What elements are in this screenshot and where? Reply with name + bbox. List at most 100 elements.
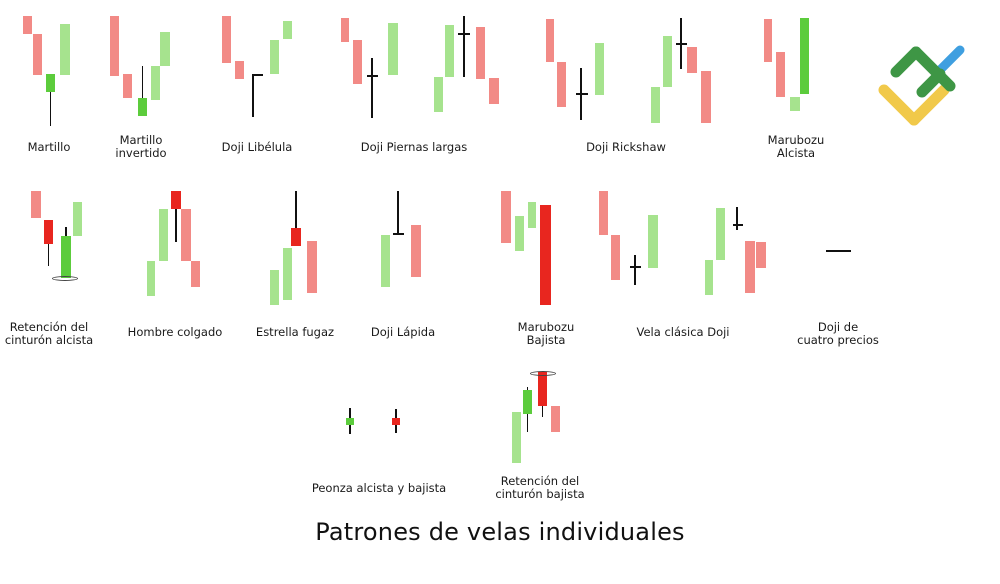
candle-body-bear-light: [235, 61, 244, 79]
candle-body-bear-light: [411, 225, 421, 277]
pattern-label: Retención del: [500, 474, 580, 488]
candle-body-bull-light: [151, 66, 160, 100]
page-title: Patrones de velas individuales: [315, 518, 685, 546]
candle-body-bull-light: [595, 43, 604, 95]
candle-body-bear-light: [611, 235, 620, 280]
doji-body-line: [393, 233, 404, 235]
candle-body-bull-light: [73, 202, 82, 236]
candle-wick: [736, 207, 738, 230]
candle-body-bear-light: [33, 34, 42, 75]
pattern-label: Doji de: [817, 320, 859, 334]
candle-body-bear-light: [23, 16, 32, 34]
candle-body-bull-strong: [61, 236, 71, 278]
doji-body-line: [826, 250, 851, 252]
pattern-label: Martillo: [27, 140, 71, 154]
pattern-label: cinturón bajista: [495, 487, 585, 501]
candle-body-bear-light: [501, 191, 511, 243]
highlight-ellipse: [530, 371, 556, 376]
pattern-label: Hombre colgado: [127, 325, 223, 339]
candle-body-bull-light: [283, 248, 292, 300]
candle-body-bull-strong: [138, 98, 147, 116]
candle-body-bull-light: [445, 25, 454, 77]
pattern-label: Retención del: [9, 320, 89, 334]
pattern-label: Doji Libélula: [221, 140, 293, 154]
candle-body-bear-light: [701, 71, 711, 123]
pattern-label: Vela clásica Doji: [636, 325, 730, 339]
pattern-label: Martillo: [119, 133, 163, 147]
candle-body-bear-light: [557, 62, 566, 107]
candle-body-bear-light: [191, 261, 200, 287]
candle-body-bull-light: [381, 235, 390, 287]
candle-body-bull-light: [147, 261, 155, 296]
candle-body-bear-light: [31, 191, 41, 218]
candle-body-bear-light: [123, 74, 132, 98]
candle-body-bear-strong: [291, 228, 301, 246]
candle-body-bull-light: [388, 23, 398, 75]
candle-body-bear-strong: [538, 372, 547, 406]
logo-yellow-right: [908, 84, 950, 126]
candle-body-bull-light: [60, 24, 70, 75]
candle-body-bull-light: [270, 270, 279, 305]
candle-body-bull-light: [283, 21, 292, 39]
candle-body-bear-light: [353, 40, 362, 84]
logo-green-c: [916, 68, 946, 98]
candle-body-bear-light: [476, 27, 485, 79]
candle-body-bull-light: [790, 97, 800, 111]
doji-body-line: [252, 74, 263, 76]
candle-body-bear-light: [222, 16, 231, 63]
doji-body-line: [576, 93, 588, 95]
candle-body-bull-light: [651, 87, 660, 123]
candle-body-bear-light: [181, 209, 191, 261]
candle-body-bear-light: [776, 52, 785, 97]
candle-body-bull-strong: [523, 390, 532, 414]
pattern-label: Alcista: [776, 146, 816, 160]
candle-wick: [634, 255, 636, 285]
pattern-label: Estrella fugaz: [255, 325, 335, 339]
pattern-label: Marubozu: [767, 133, 825, 147]
candle-body-bear-light: [745, 241, 755, 293]
candle-body-bear-strong: [171, 191, 181, 209]
candle-body-bear-strong: [44, 220, 53, 244]
candle-body-bear-light: [341, 18, 349, 42]
candle-body-bear-light: [551, 406, 560, 432]
candle-body-bull-light: [705, 260, 713, 295]
candle-wick: [175, 209, 177, 242]
pattern-label: Doji Lápida: [370, 325, 436, 339]
candle-body-bear-strong: [540, 205, 551, 305]
pattern-label: cuatro precios: [797, 333, 879, 347]
pattern-label: Doji Piernas largas: [360, 140, 468, 154]
logo-yellow-left: [878, 84, 920, 126]
doji-body-line: [367, 75, 378, 77]
candle-body-bull-light: [515, 216, 524, 251]
candle-wick: [371, 58, 373, 118]
candle-body-bear-strong: [392, 418, 400, 425]
candle-body-bull-strong: [800, 18, 809, 94]
candle-wick: [47, 244, 50, 266]
pattern-label: Marubozu: [517, 320, 575, 334]
doji-body-line: [458, 33, 470, 35]
doji-body-line: [630, 266, 641, 268]
candle-body-bull-light: [270, 40, 279, 74]
candle-body-bull-strong: [346, 418, 354, 425]
candle-wick: [541, 406, 544, 417]
pattern-label: Doji Rickshaw: [586, 140, 666, 154]
candle-wick: [49, 92, 52, 126]
candle-body-bull-light: [160, 32, 170, 66]
logo-green-b: [910, 46, 956, 92]
candle-body-bear-light: [489, 78, 499, 104]
highlight-ellipse: [52, 276, 78, 281]
brand-logo-icon: [878, 45, 965, 126]
candle-body-bull-light: [648, 215, 658, 268]
candle-body-bear-light: [687, 47, 697, 73]
candle-body-bear-light: [546, 19, 554, 62]
candle-wick: [252, 75, 254, 117]
pattern-label: Bajista: [526, 333, 566, 347]
candle-body-bear-light: [599, 191, 608, 235]
candle-body-bear-light: [756, 242, 766, 268]
candle-body-bull-light: [663, 36, 672, 87]
doji-body-line: [676, 43, 687, 45]
candle-body-bull-strong: [46, 74, 55, 92]
candle-wick: [397, 191, 399, 234]
candle-body-bull-light: [159, 209, 168, 261]
